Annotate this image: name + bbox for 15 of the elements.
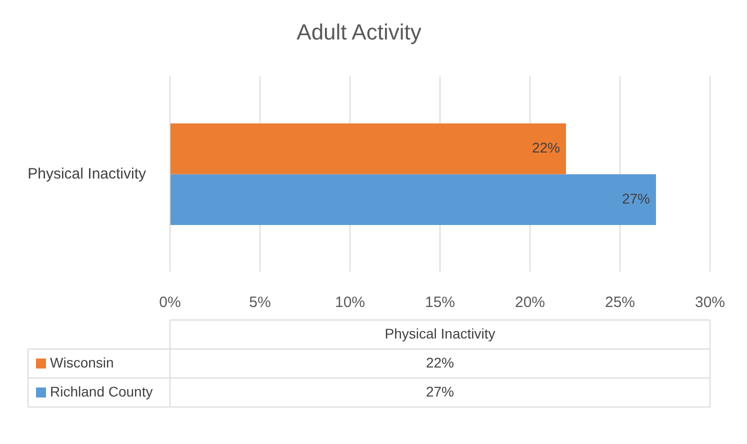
data-label: 22% [532,140,560,156]
x-tick-label: 10% [334,294,366,312]
x-tick-label: 20% [514,294,546,312]
legend-label: Wisconsin [50,354,114,370]
text: 22% [426,354,454,370]
chart-title: Adult Activity [296,19,422,44]
data-label: 27% [622,190,650,206]
x-tick-label: 5% [249,294,271,312]
x-tick-label: 25% [604,294,636,312]
category-label: Physical Inactivity [384,325,496,342]
legend-label: Richland County [50,383,153,400]
x-tick-label: 0% [159,294,181,312]
x-tick-label: 30% [694,294,726,312]
text: 27% [426,383,454,400]
x-tick-label: 15% [424,294,456,312]
